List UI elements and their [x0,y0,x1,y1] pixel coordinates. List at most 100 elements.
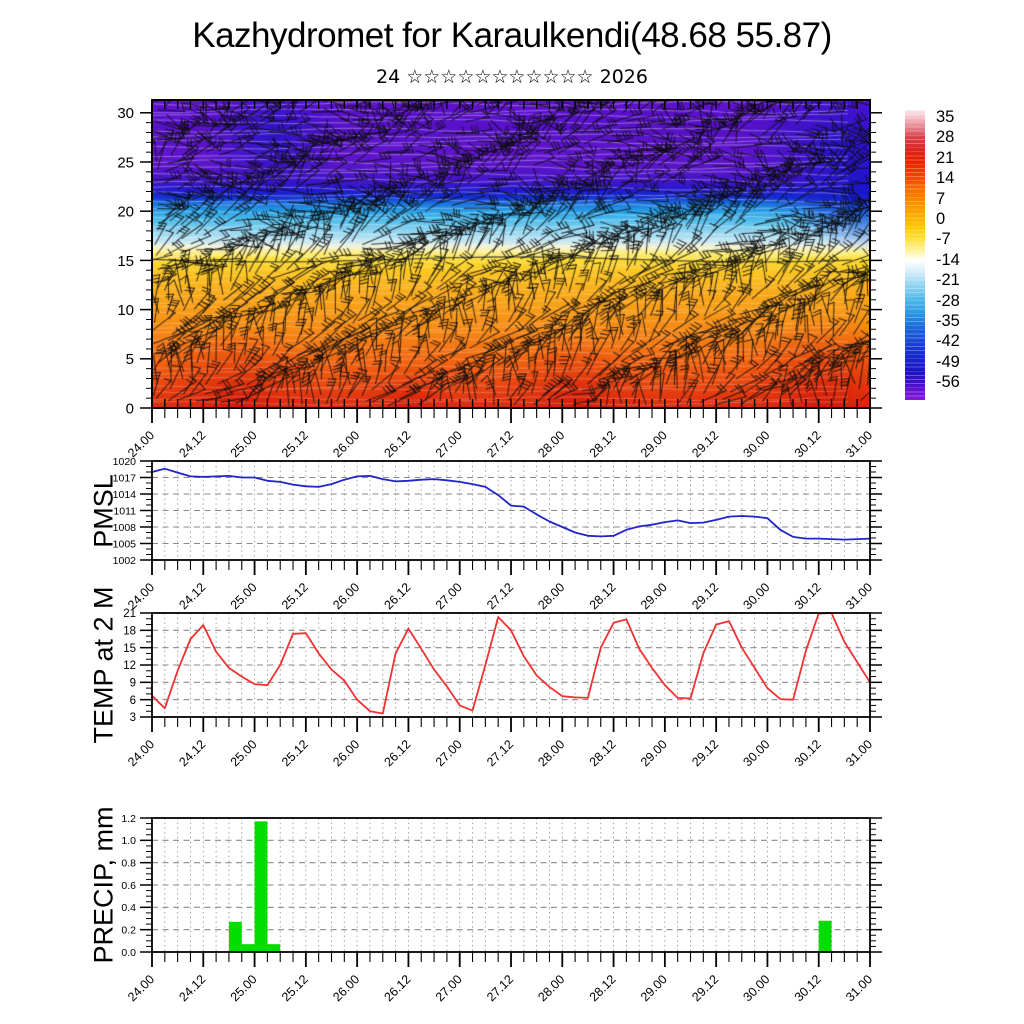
cross-section-axes: 0 5 10 15 20 25 30 [117,99,882,417]
x-tick-label: 30.12 [792,428,824,460]
x-tick-label: 25.12 [279,972,311,1004]
y-tick-label: 0 [126,400,134,417]
x-tick-label: 28.12 [587,737,619,769]
time-axis: 24.00 24.12 25.00 25.12 26.00 26.12 27.00 27.12… [125,560,875,612]
y-tick-label: 18 [123,625,136,637]
time-axis: 24.00 24.12 25.00 25.12 26.00 26.12 27.00 27.12… [125,717,875,769]
precip-panel: 0.0 0.2 0.4 0.6 0.8 1.0 1.2 [121,813,882,959]
y-tick-label: 1011 [113,505,136,517]
y-tick-label: 0.2 [121,924,136,936]
x-tick-label: 25.00 [228,737,260,769]
x-tick-label: 30.12 [792,737,824,769]
colorbar-label: -14 [936,250,960,269]
y-tick-label: 1.0 [121,835,136,847]
precip-bar [241,944,255,952]
colorbar-label: -42 [936,332,960,351]
x-tick-label: 27.12 [484,972,516,1004]
x-tick-label: 24.12 [176,428,208,460]
y-tick-label: 0.4 [121,902,136,914]
x-tick-label: 30.12 [792,972,824,1004]
y-tick-label: 1014 [113,489,137,501]
y-tick-label: 15 [117,253,134,270]
colorbar-label: 7 [936,189,946,208]
x-tick-label: 26.12 [382,737,414,769]
cross-section-canvas [152,100,870,408]
x-tick-label: 29.12 [689,972,721,1004]
x-tick-label: 29.00 [638,580,670,612]
x-tick-label: 28.00 [535,737,567,769]
precip-bar [818,920,832,952]
y-tick-label: 1.2 [121,813,136,825]
x-tick-label: 27.00 [433,737,465,769]
colorbar-gradient [905,110,925,400]
x-tick-label: 28.12 [587,428,619,460]
temp-axis-title: TEMP at 2 M [88,586,119,744]
precip-bar [267,944,281,952]
x-tick-label: 26.00 [330,580,362,612]
x-tick-label: 26.00 [330,737,362,769]
x-tick-label: 25.00 [228,972,260,1004]
x-tick-label: 31.00 [843,580,875,612]
x-tick-label: 29.12 [689,737,721,769]
y-tick-label: 1005 [113,538,137,550]
x-tick-label: 29.12 [689,428,721,460]
time-axis: 24.00 24.12 25.00 25.12 26.00 26.12 27.00 27.12… [125,952,875,1004]
y-tick-label: 1008 [113,522,137,534]
y-tick-label: 15 [123,643,136,655]
y-tick-label: 25 [117,154,134,171]
temp2m-line [151,612,871,715]
x-tick-label: 28.00 [535,580,567,612]
time-axis: 24.00 24.12 25.00 25.12 26.00 26.12 27.00 27.12… [125,408,875,460]
x-tick-label: 25.12 [279,580,311,612]
y-tick-label: 1002 [113,555,137,567]
x-tick-label: 27.12 [484,580,516,612]
x-tick-label: 28.12 [587,580,619,612]
pmsl-axis-title: PMSL [88,474,119,548]
y-tick-label: 21 [123,608,136,620]
x-tick-label: 24.00 [125,737,157,769]
x-tick-label: 30.00 [741,580,773,612]
x-tick-label: 28.00 [535,428,567,460]
pmsl-panel: 1002 1005 1008 1011 1014 1017 1020 [113,456,882,567]
x-tick-label: 30.00 [741,972,773,1004]
colorbar-label: -7 [936,230,951,249]
x-tick-label: 29.00 [638,737,670,769]
x-tick-label: 26.00 [330,972,362,1004]
y-tick-label: 10 [117,302,134,319]
x-tick-label: 27.12 [484,737,516,769]
x-tick-label: 24.00 [125,972,157,1004]
x-tick-label: 29.00 [638,972,670,1004]
x-tick-label: 26.12 [382,972,414,1004]
y-tick-label: 1017 [113,472,137,484]
page-title: Kazhydromet for Karaulkendi(48.68 55.87) [192,16,832,55]
x-tick-label: 28.12 [587,972,619,1004]
x-tick-label: 29.12 [689,580,721,612]
y-tick-label: 6 [130,695,136,707]
x-tick-label: 31.00 [843,428,875,460]
y-tick-label: 20 [117,204,134,221]
x-tick-label: 31.00 [843,737,875,769]
x-tick-label: 28.00 [535,972,567,1004]
x-tick-label: 25.12 [279,428,311,460]
y-tick-label: 30 [117,105,134,122]
colorbar-label: -21 [936,271,960,290]
colorbar-label: 21 [936,148,955,167]
y-tick-label: 1020 [113,456,137,468]
colorbar-label: -56 [936,373,960,392]
x-tick-label: 24.00 [125,428,157,460]
colorbar-label: -28 [936,291,960,310]
x-tick-label: 25.12 [279,737,311,769]
colorbar-label: 0 [936,210,946,228]
x-tick-label: 30.00 [741,737,773,769]
x-tick-label: 27.00 [433,580,465,612]
x-tick-label: 30.12 [792,580,824,612]
date-subtitle: 24 ☆☆☆☆☆☆☆☆☆☆☆ 2026 [376,66,648,88]
y-tick-label: 5 [126,351,134,368]
colorbar-label: -49 [936,352,960,371]
precip-bar [254,821,268,952]
x-tick-label: 27.00 [433,428,465,460]
x-tick-label: 29.00 [638,428,670,460]
y-tick-label: 0.6 [121,880,136,892]
pmsl-line [151,467,871,541]
